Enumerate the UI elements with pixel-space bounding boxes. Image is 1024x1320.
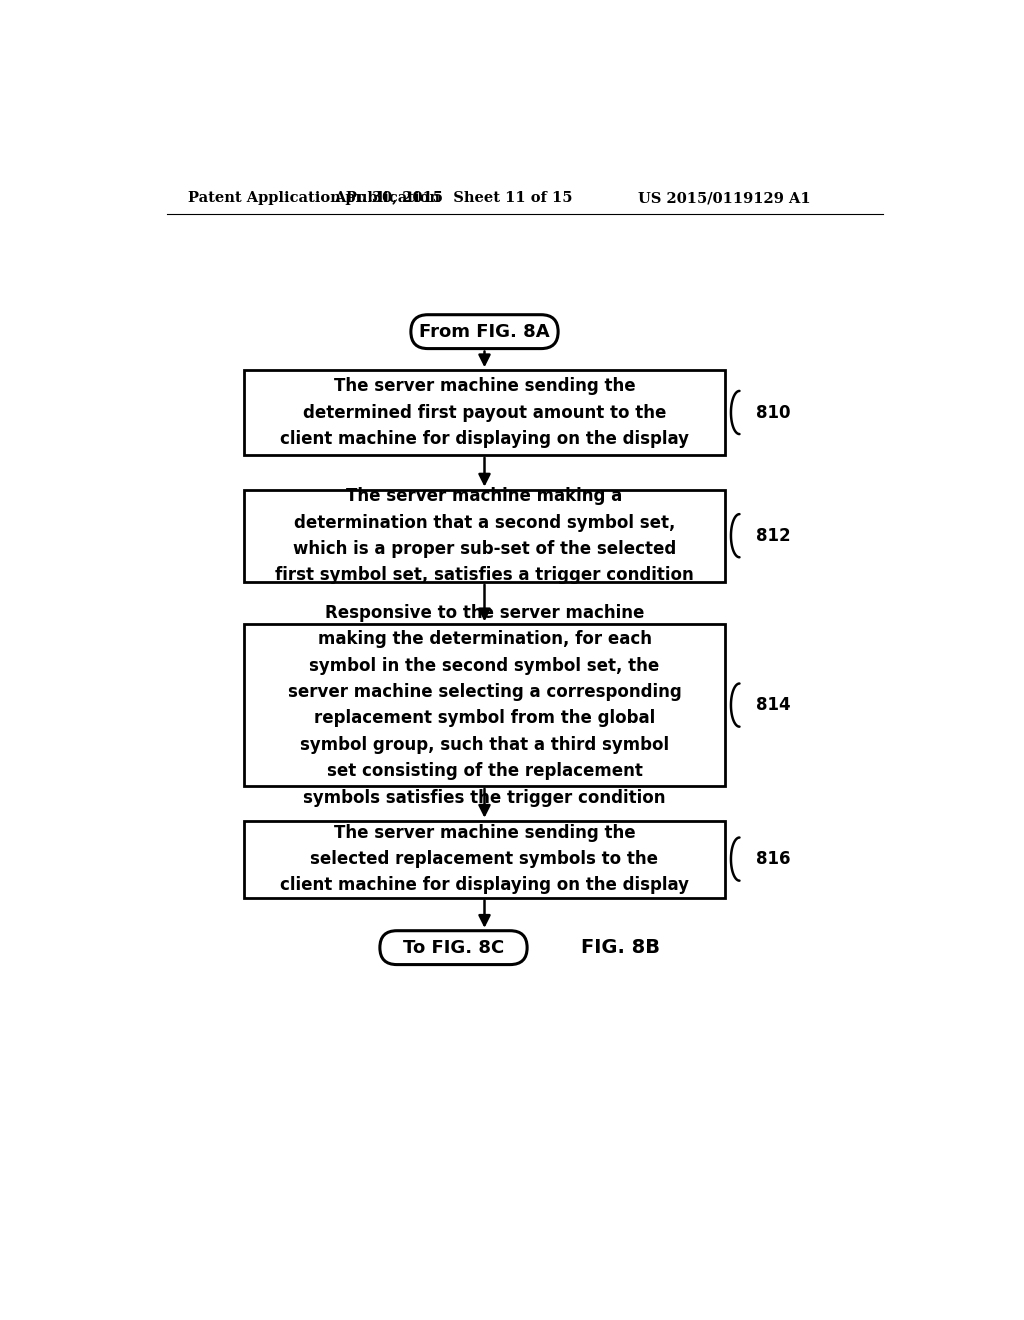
Text: FIG. 8B: FIG. 8B	[581, 939, 659, 957]
Text: The server machine sending the
selected replacement symbols to the
client machin: The server machine sending the selected …	[280, 824, 689, 895]
Text: 814: 814	[756, 696, 791, 714]
Text: 812: 812	[756, 527, 791, 545]
Text: To FIG. 8C: To FIG. 8C	[402, 939, 504, 957]
Text: Apr. 30, 2015  Sheet 11 of 15: Apr. 30, 2015 Sheet 11 of 15	[334, 191, 572, 206]
Text: Patent Application Publication: Patent Application Publication	[188, 191, 440, 206]
Text: 810: 810	[756, 404, 791, 421]
Text: Responsive to the server machine
making the determination, for each
symbol in th: Responsive to the server machine making …	[288, 603, 681, 807]
Text: 816: 816	[756, 850, 791, 869]
Text: The server machine sending the
determined first payout amount to the
client mach: The server machine sending the determine…	[280, 378, 689, 447]
FancyBboxPatch shape	[245, 490, 725, 582]
Text: US 2015/0119129 A1: US 2015/0119129 A1	[638, 191, 811, 206]
FancyBboxPatch shape	[245, 370, 725, 455]
FancyBboxPatch shape	[245, 821, 725, 898]
FancyBboxPatch shape	[411, 314, 558, 348]
Text: The server machine making a
determination that a second symbol set,
which is a p: The server machine making a determinatio…	[275, 487, 694, 585]
FancyBboxPatch shape	[245, 624, 725, 785]
FancyBboxPatch shape	[380, 931, 527, 965]
Text: From FIG. 8A: From FIG. 8A	[419, 322, 550, 341]
